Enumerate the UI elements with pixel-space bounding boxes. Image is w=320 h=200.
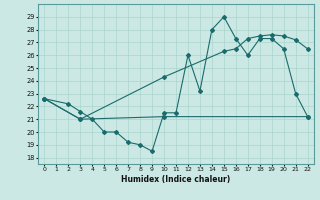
X-axis label: Humidex (Indice chaleur): Humidex (Indice chaleur) xyxy=(121,175,231,184)
